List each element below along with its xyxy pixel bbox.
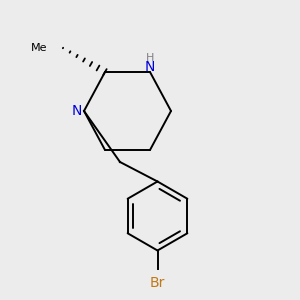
Text: N: N [71,104,82,118]
Text: N: N [145,60,155,74]
Text: H: H [146,53,154,64]
Text: Br: Br [150,276,165,290]
Text: Me: Me [31,43,47,53]
